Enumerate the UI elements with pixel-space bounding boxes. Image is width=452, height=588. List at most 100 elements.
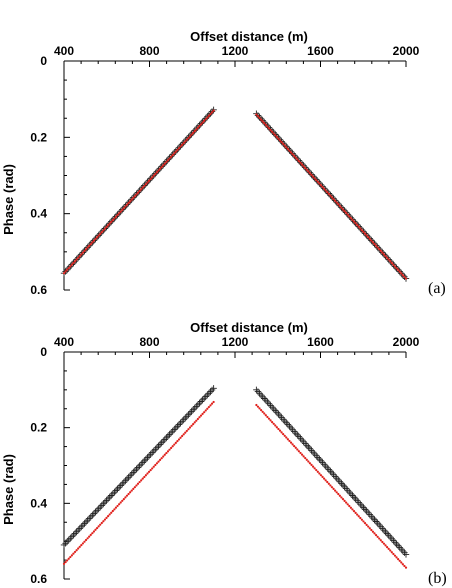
dot-marker xyxy=(174,441,177,444)
plus-marker xyxy=(292,429,299,437)
dot-marker xyxy=(204,118,207,121)
plus-marker xyxy=(366,511,373,518)
plus-marker xyxy=(112,487,120,494)
dot-marker xyxy=(401,273,404,277)
dot-marker xyxy=(67,557,70,560)
dot-marker xyxy=(365,234,368,237)
plus-marker xyxy=(93,507,101,514)
y-axis-title: Phase (rad) xyxy=(1,454,16,525)
dot-marker xyxy=(264,414,267,417)
dot-marker xyxy=(310,463,313,467)
dot-marker xyxy=(89,243,92,246)
dot-marker xyxy=(386,256,389,259)
plus-marker xyxy=(68,533,76,540)
dot-marker xyxy=(75,549,78,552)
dot-marker xyxy=(395,267,398,270)
dot-marker xyxy=(103,518,107,521)
dot-marker xyxy=(304,166,307,170)
dot-marker xyxy=(371,530,375,533)
plus-marker xyxy=(297,435,304,442)
plus-marker xyxy=(204,391,211,399)
dot-marker xyxy=(188,426,192,429)
dot-marker xyxy=(305,458,308,461)
dot-marker xyxy=(195,128,198,131)
plus-marker xyxy=(114,485,121,493)
dot-marker xyxy=(177,438,181,441)
dot-marker xyxy=(397,557,400,561)
dot-marker xyxy=(266,125,269,128)
y-tick-label: 0 xyxy=(40,54,47,68)
dot-marker xyxy=(80,544,83,547)
plus-marker xyxy=(130,469,137,476)
plus-marker xyxy=(205,390,213,397)
plus-marker xyxy=(309,448,317,456)
dot-marker xyxy=(198,124,201,128)
plus-marker xyxy=(208,386,216,394)
plus-marker xyxy=(63,538,71,545)
dot-marker xyxy=(212,109,215,112)
plus-marker xyxy=(352,495,359,503)
dot-marker xyxy=(92,239,96,242)
dot-marker xyxy=(179,145,182,148)
y-tick-label: 0.4 xyxy=(30,207,47,221)
plus-marker xyxy=(194,401,202,409)
plus-marker xyxy=(327,468,334,475)
plus-marker xyxy=(104,495,112,502)
dot-marker xyxy=(340,206,343,209)
plus-marker xyxy=(272,407,279,414)
plus-marker xyxy=(136,462,143,470)
dot-marker xyxy=(403,564,406,568)
dot-marker xyxy=(363,522,367,525)
dot-marker xyxy=(392,263,395,266)
plus-marker xyxy=(150,447,157,455)
plus-marker xyxy=(191,404,198,412)
dot-marker xyxy=(313,467,316,470)
dot-marker xyxy=(165,451,168,455)
plus-marker xyxy=(126,472,134,479)
dot-marker xyxy=(165,160,168,164)
plus-marker xyxy=(344,487,351,494)
x-tick-label: 2000 xyxy=(393,44,420,58)
dot-marker xyxy=(367,235,370,239)
plus-marker xyxy=(120,479,128,486)
dot-marker xyxy=(378,537,381,540)
dot-marker xyxy=(88,244,91,247)
plus-marker xyxy=(256,390,263,397)
plus-marker xyxy=(142,456,150,463)
plus-marker xyxy=(161,436,168,443)
plus-marker xyxy=(166,431,173,438)
dot-marker xyxy=(210,402,214,405)
dot-marker xyxy=(341,498,345,501)
plus-marker xyxy=(156,441,164,448)
dot-marker xyxy=(206,116,209,119)
dot-marker xyxy=(173,443,176,446)
dot-marker xyxy=(274,134,277,137)
plus-marker xyxy=(74,526,82,534)
dot-marker xyxy=(64,561,67,564)
plus-marker xyxy=(286,423,293,430)
plus-marker xyxy=(388,535,396,543)
plus-marker xyxy=(278,414,285,421)
plus-marker xyxy=(92,508,99,516)
plus-marker xyxy=(76,525,83,532)
dot-marker xyxy=(64,270,67,273)
dot-marker xyxy=(293,444,296,448)
dot-marker xyxy=(97,525,100,528)
dot-marker xyxy=(152,465,155,468)
dot-marker xyxy=(198,416,201,419)
dot-marker xyxy=(346,213,349,216)
plus-marker xyxy=(306,445,314,452)
plus-marker xyxy=(178,418,186,425)
x-tick-label: 2000 xyxy=(393,335,420,349)
dot-marker xyxy=(384,544,387,547)
plus-marker xyxy=(115,484,123,491)
dot-marker xyxy=(283,434,286,437)
dot-marker xyxy=(338,204,341,208)
plus-marker xyxy=(253,386,260,394)
dot-marker xyxy=(124,205,127,208)
dot-marker xyxy=(154,172,157,176)
y-tick-label: 0.6 xyxy=(30,572,47,586)
dot-marker xyxy=(171,445,174,448)
dot-marker xyxy=(170,155,173,158)
